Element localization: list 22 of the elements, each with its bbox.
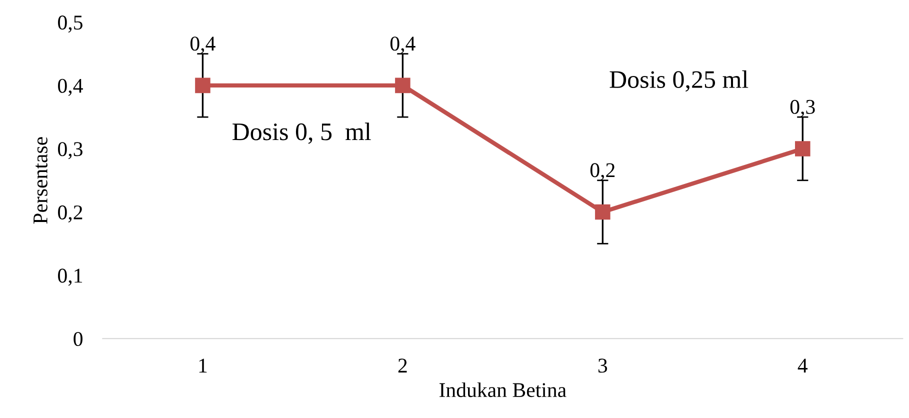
y-tick-label: 0,3 — [58, 142, 82, 160]
data-label: 0,3 — [790, 100, 815, 117]
y-tick-label: 0 — [74, 332, 82, 346]
annotation: Dosis 0,25 ml — [610, 70, 748, 92]
point — [795, 141, 810, 156]
y-tick-label: 0,1 — [58, 268, 82, 286]
point — [395, 78, 410, 94]
x-tick-label: 4 — [798, 358, 808, 372]
y-tick-label: 0,5 — [58, 16, 82, 33]
y-axis-title: Persentase — [34, 137, 48, 224]
data-label: 0,4 — [190, 36, 216, 54]
point — [595, 204, 610, 220]
point — [195, 78, 210, 94]
y-tick-label: 0,4 — [58, 78, 83, 96]
x-axis-title: Indukan Betina — [440, 382, 566, 398]
data-label: 0,2 — [590, 163, 615, 180]
annotation: Dosis 0, 5 ml — [232, 122, 371, 144]
x-tick-label: 1 — [199, 358, 207, 372]
data-label: 0,4 — [390, 36, 416, 54]
x-tick-label: 2 — [398, 358, 407, 372]
x-tick-label: 3 — [598, 358, 608, 373]
y-tick-label: 0,2 — [58, 205, 82, 222]
